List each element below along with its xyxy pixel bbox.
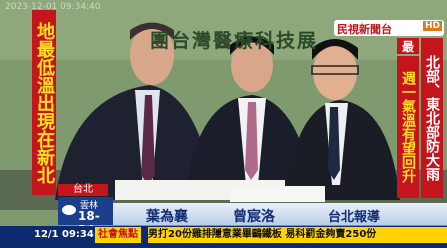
weather-icon	[61, 203, 77, 217]
ticker-text: 男打20份雞排隱意業畢鷗鐵板 易科罰金夠賣250份	[148, 227, 447, 243]
news-frame: 2023-12-01 09:34:40 團台灣醫療科技展 地最低溫出現在新北 民…	[0, 0, 447, 248]
logo-name: 民視新聞台	[337, 21, 392, 37]
logo: 民視新聞台 HD	[334, 20, 444, 36]
camera: 曾宸洛	[233, 206, 275, 226]
place: 台北報導	[328, 206, 380, 225]
credits-bar: 葉為襄 曾宸洛 台北報導	[113, 203, 447, 225]
right-headline-line: 週一氣溫有望回升	[397, 56, 419, 198]
logo-badge: HD	[423, 21, 442, 31]
right-headline-line: 北部、東北部防大雨	[421, 38, 443, 198]
weather-box: 雲林 18-24	[58, 197, 113, 225]
backdrop-banner: 團台灣醫療科技展	[150, 26, 318, 53]
ticker-section: 社會焦點	[95, 227, 141, 243]
left-headline: 地最低溫出現在新北	[32, 10, 56, 195]
location-tag: 台北	[58, 184, 108, 196]
ticker-time: 12/1 09:34	[34, 229, 94, 240]
ticker-bar: 12/1 09:34 社會焦點 男打20份雞排隱意業畢鷗鐵板 易科罰金夠賣250…	[0, 226, 447, 248]
reporter: 葉為襄	[146, 206, 188, 226]
right-headline-tag: 最新	[397, 38, 419, 54]
